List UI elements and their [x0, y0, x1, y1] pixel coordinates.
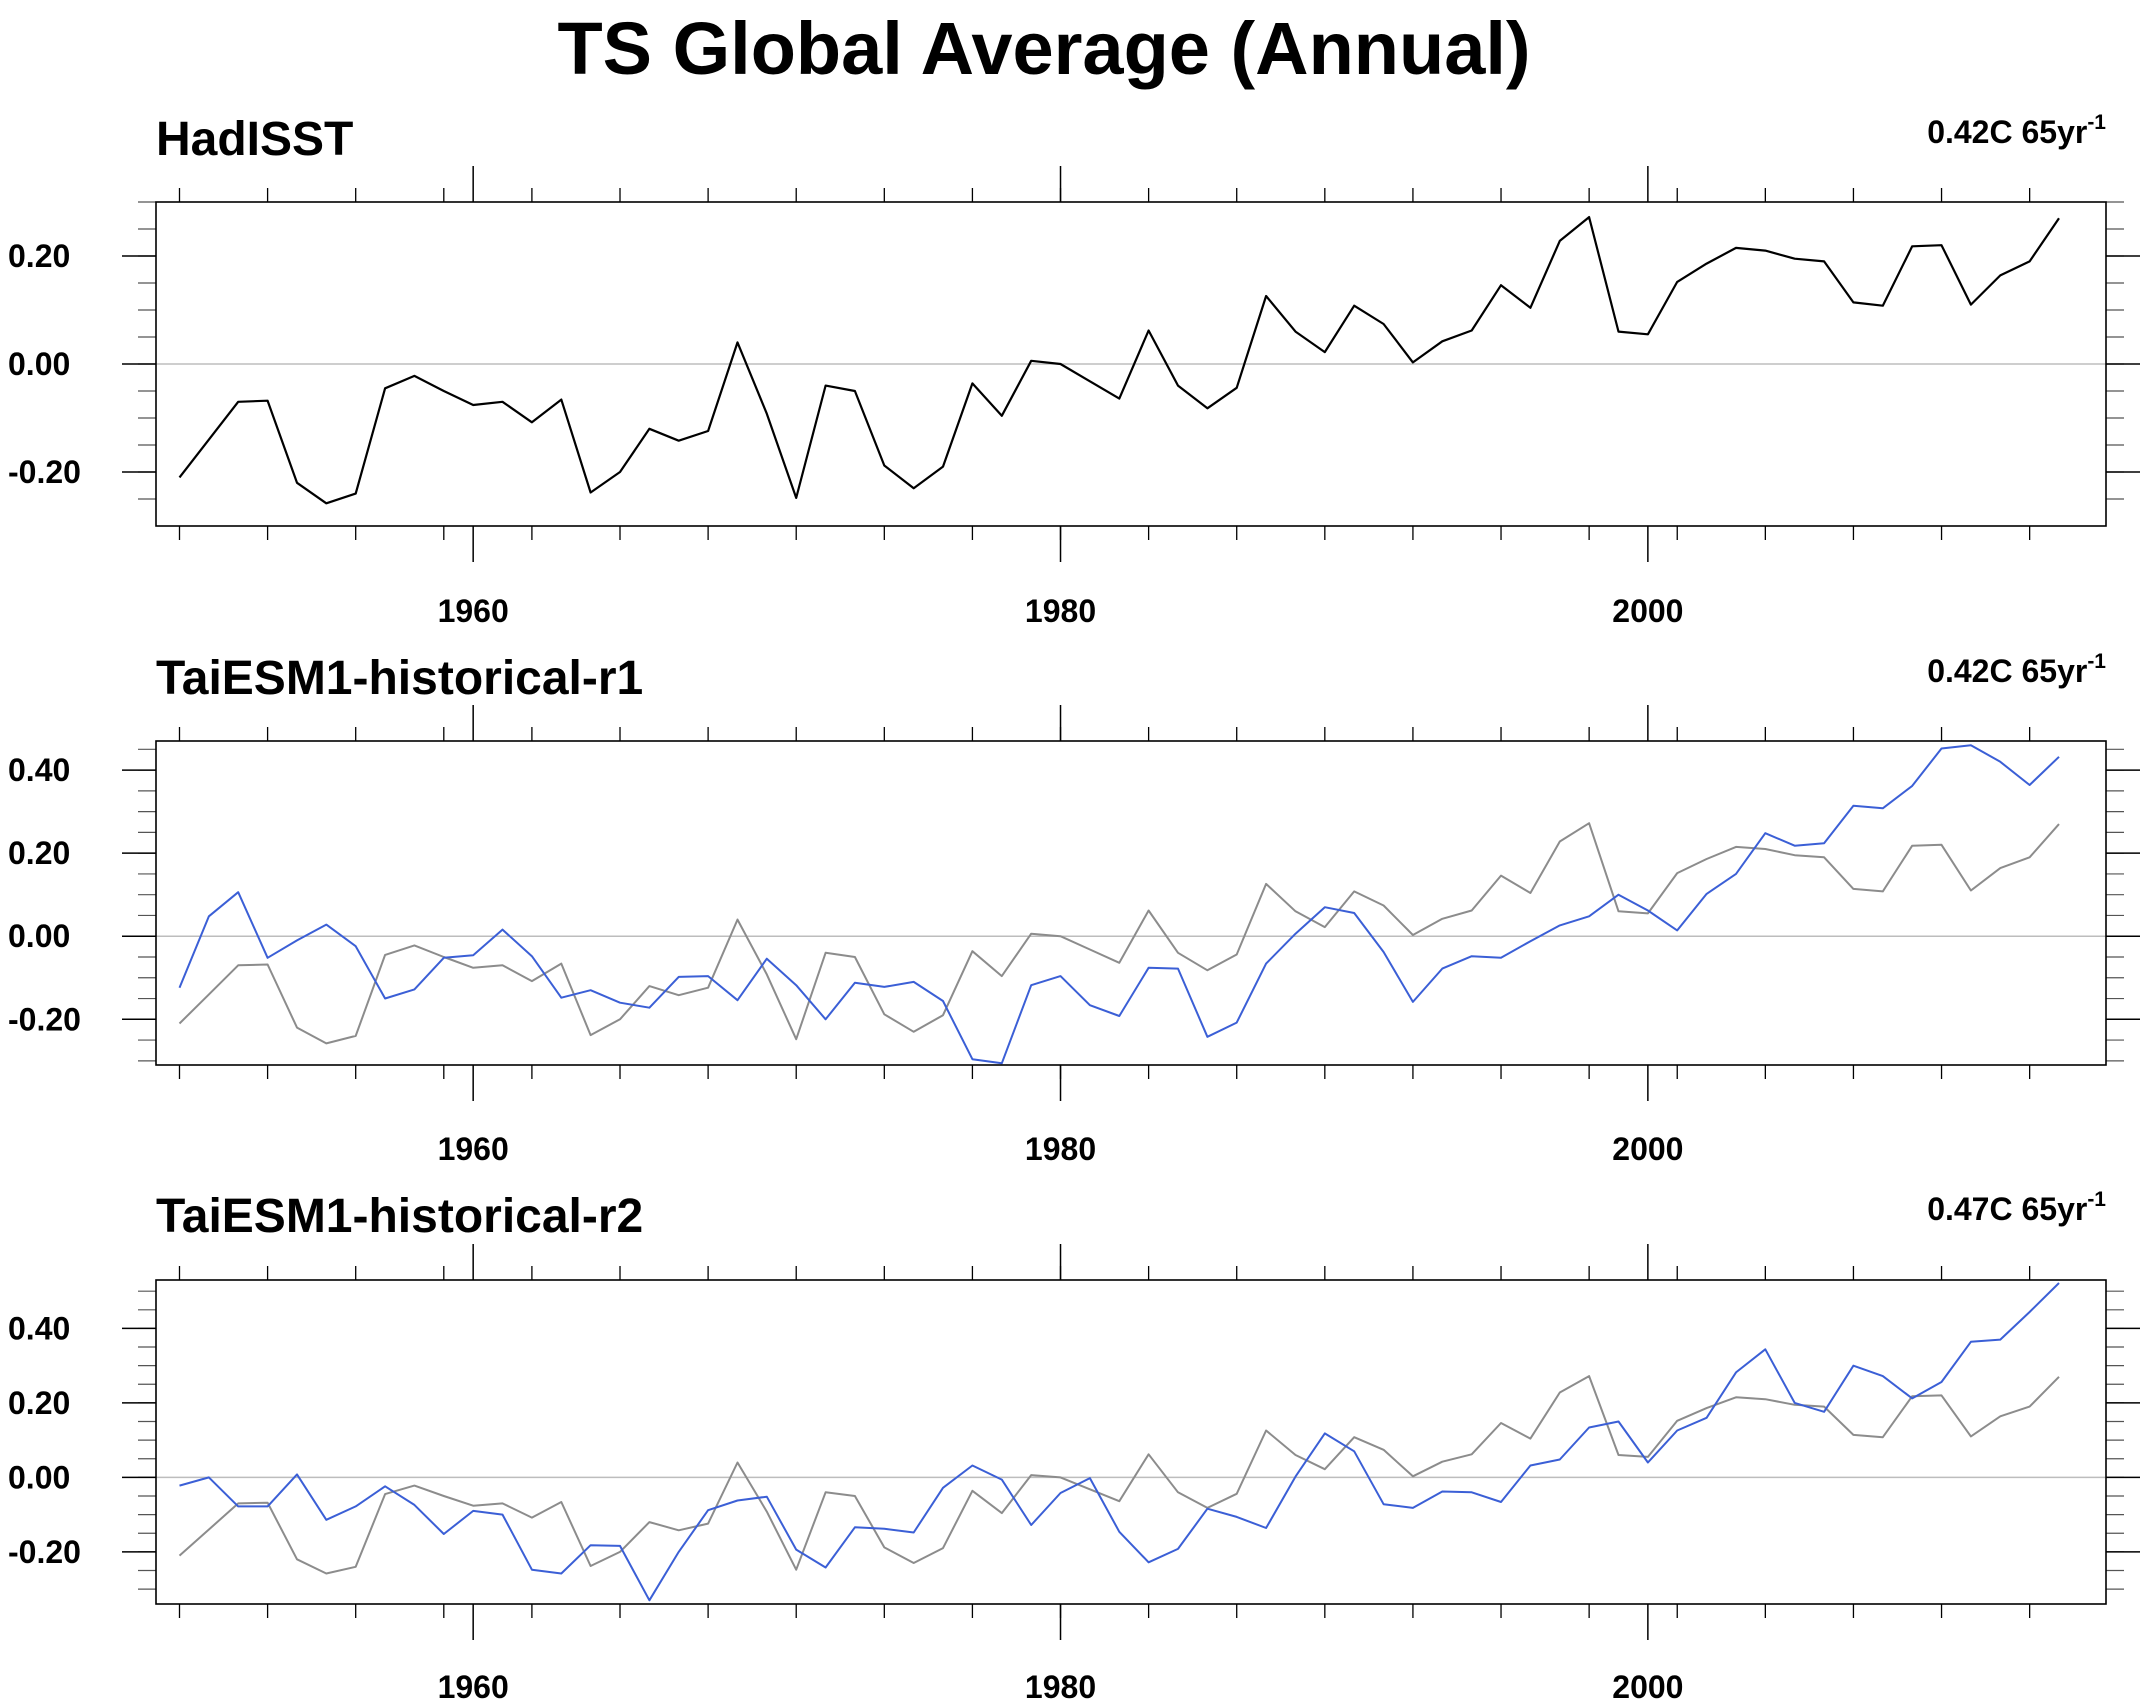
x-tick-label: 1960	[438, 1669, 509, 1705]
y-tick-label: 0.00	[8, 918, 70, 954]
panel-title: TaiESM1-historical-r2	[156, 1190, 643, 1243]
x-tick-label: 1980	[1025, 1131, 1096, 1167]
figure-title: TS Global Average (Annual)	[557, 7, 1531, 90]
series-line-obs_ref	[178, 1375, 2060, 1575]
series-line-obs	[178, 216, 2060, 505]
trend-label: 0.42C 65yr-1	[1927, 650, 2106, 689]
x-tick-label: 2000	[1612, 593, 1683, 629]
y-tick-label: -0.20	[8, 1534, 81, 1570]
panel-title: HadISST	[156, 113, 353, 166]
chart-panel-2: TaiESM1-historical-r1 0.42C 65yr-1 1960 198…	[8, 650, 2140, 1167]
y-tick-label: 0.40	[8, 1310, 70, 1346]
trend-label: 0.47C 65yr-1	[1927, 1188, 2106, 1227]
series-line-obs_ref	[178, 822, 2060, 1045]
y-tick-label: -0.20	[8, 454, 81, 490]
x-tick-label: 1980	[1025, 593, 1096, 629]
x-tick-label: 1960	[438, 593, 509, 629]
y-tick-label: 0.20	[8, 835, 70, 871]
y-tick-label: 0.20	[8, 238, 70, 274]
panel-title: TaiESM1-historical-r1	[156, 652, 643, 705]
chart-panel-1: HadISST 0.42C 65yr-1 1960 1980 2000 -0.20 0.00…	[8, 111, 2140, 629]
y-tick-label: 0.00	[8, 1459, 70, 1495]
trend-label: 0.42C 65yr-1	[1927, 111, 2106, 150]
x-tick-label: 2000	[1612, 1131, 1683, 1167]
x-tick-label: 2000	[1612, 1669, 1683, 1705]
plot-frame	[155, 201, 2107, 527]
plot-frame	[155, 1279, 2107, 1605]
series-line-model	[178, 744, 2060, 1065]
series-line-model	[179, 1282, 2060, 1602]
y-tick-label: -0.20	[8, 1001, 81, 1037]
x-tick-label: 1960	[438, 1131, 509, 1167]
y-tick-label: 0.20	[8, 1385, 70, 1421]
x-tick-label: 1980	[1025, 1669, 1096, 1705]
y-tick-label: 0.00	[8, 346, 70, 382]
y-tick-label: 0.40	[8, 752, 70, 788]
plot-frame	[155, 740, 2107, 1066]
chart-panel-3: TaiESM1-historical-r2 0.47C 65yr-1 1960 198…	[8, 1188, 2140, 1705]
